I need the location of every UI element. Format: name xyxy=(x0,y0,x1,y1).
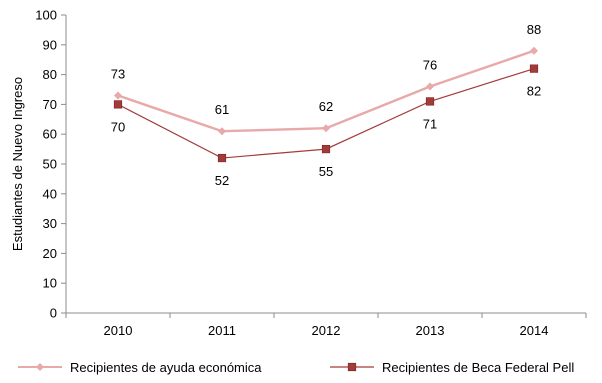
data-point xyxy=(426,82,434,91)
data-label: 88 xyxy=(527,22,541,37)
series-line-0 xyxy=(117,49,535,133)
data-point xyxy=(425,97,435,106)
legend-marker-1 xyxy=(347,362,357,372)
y-tick-label: 80 xyxy=(43,67,57,82)
y-tick-label: 10 xyxy=(43,276,57,291)
y-tick-label: 60 xyxy=(43,127,57,142)
x-tick-label: 2012 xyxy=(312,323,341,338)
data-label: 73 xyxy=(111,66,125,81)
data-label: 55 xyxy=(319,164,333,179)
data-label: 62 xyxy=(319,99,333,114)
y-tick-label: 40 xyxy=(43,186,57,201)
data-point xyxy=(114,91,122,100)
y-tick-label: 100 xyxy=(35,8,57,23)
data-point xyxy=(530,46,538,55)
data-point xyxy=(529,64,539,73)
y-tick-label: 50 xyxy=(43,157,57,172)
chart-legend: Recipientes de ayuda económica Recipiente… xyxy=(18,360,574,375)
x-axis-ticks: 2010 2011 2012 2013 2014 xyxy=(65,313,587,338)
y-axis-ticks: 0 10 20 30 40 50 60 70 80 90 100 xyxy=(35,8,66,321)
legend-label-1: Recipientes de Beca Federal Pell xyxy=(382,360,574,375)
y-tick-label: 20 xyxy=(43,246,57,261)
data-label: 76 xyxy=(423,58,437,73)
y-tick-label: 70 xyxy=(43,97,57,112)
y-tick-label: 90 xyxy=(43,37,57,52)
x-tick-label: 2014 xyxy=(520,323,549,338)
data-label: 61 xyxy=(215,102,229,117)
data-label: 82 xyxy=(527,84,541,99)
y-tick-label: 30 xyxy=(43,216,57,231)
legend-marker-0 xyxy=(36,363,44,371)
data-point xyxy=(217,153,227,163)
data-label: 71 xyxy=(423,116,437,131)
data-point xyxy=(113,100,123,109)
data-label: 70 xyxy=(111,119,125,134)
data-label: 52 xyxy=(215,173,229,188)
data-point xyxy=(321,145,331,154)
data-labels: 73 61 62 76 88 70 52 55 71 82 xyxy=(111,22,541,188)
data-point xyxy=(322,124,330,133)
legend-label-0: Recipientes de ayuda económica xyxy=(70,360,262,375)
data-point xyxy=(218,127,226,136)
y-axis-label: Estudiantes de Nuevo Ingreso xyxy=(10,77,25,251)
y-tick-label: 0 xyxy=(50,306,57,321)
x-tick-label: 2013 xyxy=(416,323,445,338)
x-tick-label: 2011 xyxy=(208,323,236,338)
chart-series xyxy=(113,46,539,163)
x-tick-label: 2010 xyxy=(104,323,133,338)
